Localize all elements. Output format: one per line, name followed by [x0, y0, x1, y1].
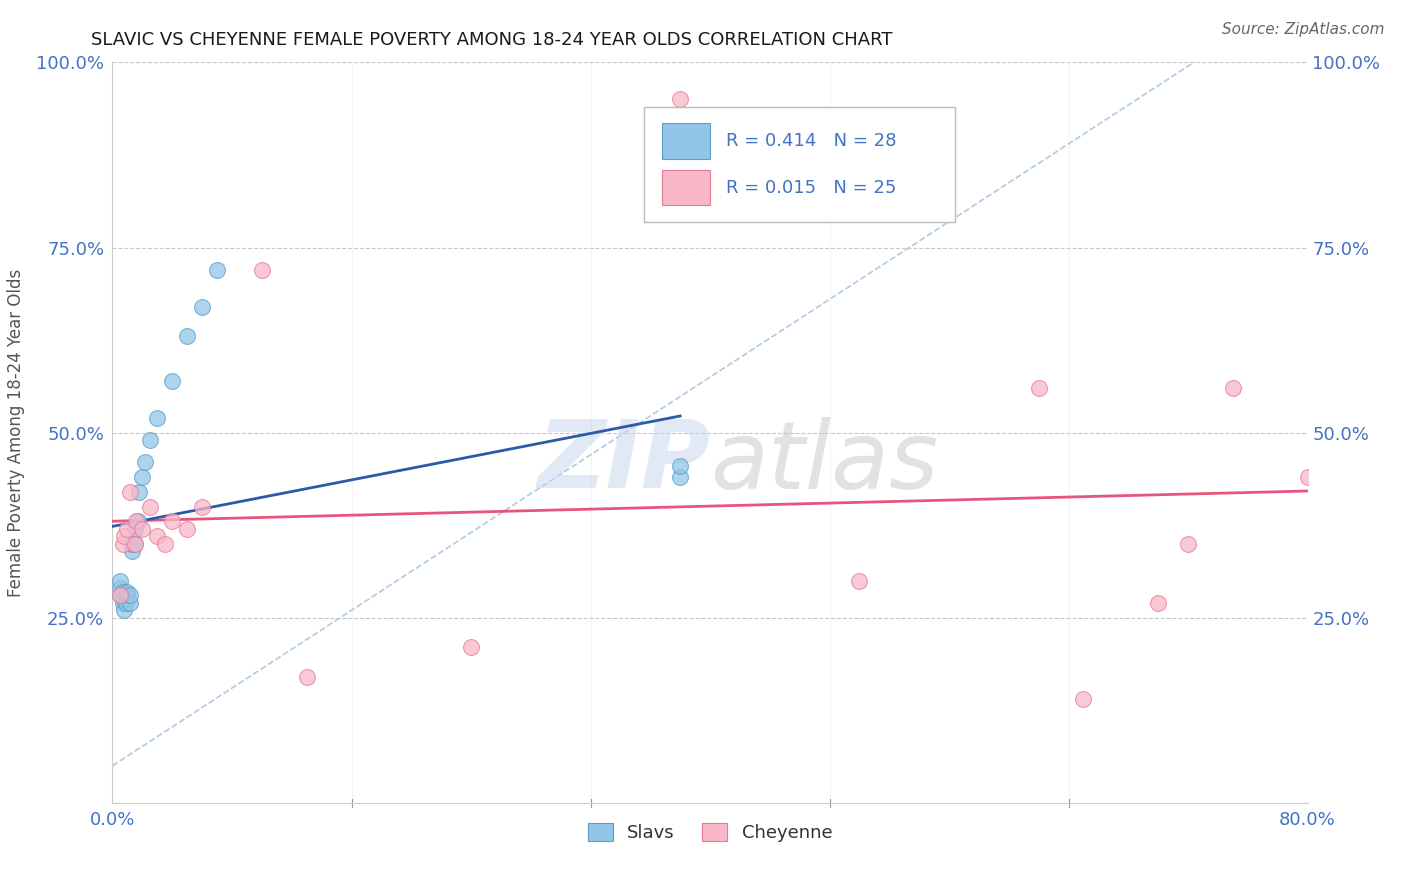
Point: [108, 574, 131, 588]
Point: [162, 515, 183, 529]
Point: [139, 433, 162, 447]
Point: [117, 589, 139, 603]
Point: [669, 458, 692, 473]
Point: [162, 374, 183, 388]
Point: [131, 470, 153, 484]
Point: [1177, 536, 1199, 550]
Point: [1296, 470, 1319, 484]
Point: [124, 522, 146, 536]
Point: [114, 603, 135, 617]
Point: [125, 515, 148, 529]
Point: [176, 522, 198, 536]
Point: [124, 536, 146, 550]
Point: [460, 640, 482, 655]
Point: [139, 500, 162, 514]
Text: Source: ZipAtlas.com: Source: ZipAtlas.com: [1222, 22, 1385, 37]
Point: [121, 536, 143, 550]
Point: [1147, 596, 1170, 610]
Point: [191, 500, 214, 514]
Point: [128, 484, 150, 499]
Point: [111, 584, 134, 599]
Point: [1073, 692, 1095, 706]
Point: [124, 536, 146, 550]
Legend: Slavs, Cheyenne: Slavs, Cheyenne: [581, 816, 839, 849]
Text: R = 0.015   N = 25: R = 0.015 N = 25: [725, 178, 896, 196]
Bar: [662, 169, 710, 205]
Point: [117, 584, 139, 599]
Point: [295, 670, 318, 684]
Point: [669, 470, 692, 484]
Bar: [662, 123, 710, 159]
Point: [205, 262, 228, 277]
Text: ZIP: ZIP: [537, 417, 710, 508]
Point: [120, 484, 142, 499]
Point: [848, 574, 870, 588]
Point: [108, 589, 131, 603]
FancyBboxPatch shape: [644, 107, 955, 221]
Point: [121, 544, 143, 558]
Point: [1028, 381, 1050, 395]
Y-axis label: Female Poverty Among 18-24 Year Olds: Female Poverty Among 18-24 Year Olds: [7, 268, 25, 597]
Point: [108, 581, 131, 595]
Text: R = 0.414   N = 28: R = 0.414 N = 28: [725, 132, 896, 150]
Point: [131, 522, 153, 536]
Point: [146, 410, 169, 425]
Text: atlas: atlas: [710, 417, 938, 508]
Point: [1222, 381, 1244, 395]
Point: [669, 92, 692, 106]
Point: [111, 536, 134, 550]
Point: [114, 529, 135, 543]
Point: [120, 596, 142, 610]
Point: [176, 329, 198, 343]
Point: [108, 589, 131, 603]
Point: [111, 596, 134, 610]
Point: [191, 300, 214, 314]
Text: SLAVIC VS CHEYENNE FEMALE POVERTY AMONG 18-24 YEAR OLDS CORRELATION CHART: SLAVIC VS CHEYENNE FEMALE POVERTY AMONG …: [91, 31, 893, 49]
Point: [127, 515, 149, 529]
Point: [114, 592, 135, 607]
Point: [134, 455, 156, 469]
Point: [153, 536, 176, 550]
Point: [250, 262, 273, 277]
Point: [120, 589, 142, 603]
Point: [115, 596, 138, 610]
Point: [146, 529, 169, 543]
Point: [117, 522, 139, 536]
